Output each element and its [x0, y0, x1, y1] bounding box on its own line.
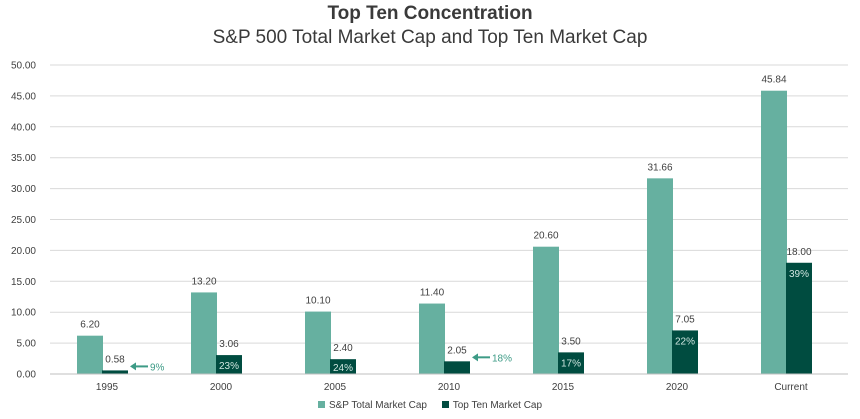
share-label: 22% — [675, 336, 695, 347]
y-tick-label: 35.00 — [11, 153, 36, 164]
legend-swatch-total — [317, 401, 325, 408]
bar-total — [761, 90, 787, 374]
bar-total — [77, 335, 103, 374]
share-label: 23% — [219, 361, 239, 372]
y-tick-label: 50.00 — [11, 61, 36, 72]
legend-item-topten: Top Ten Market Cap — [441, 400, 543, 411]
y-tick-label: 0.00 — [17, 370, 37, 381]
data-label-topten: 7.05 — [675, 314, 695, 325]
data-label-total: 20.60 — [533, 231, 558, 242]
y-tick-label: 10.00 — [11, 308, 36, 319]
y-tick-label: 25.00 — [11, 215, 36, 226]
data-label-topten: 2.40 — [333, 343, 353, 354]
share-label: 39% — [789, 269, 809, 280]
data-label-topten: 18.00 — [786, 247, 811, 258]
x-tick-label: 2015 — [552, 382, 575, 393]
y-tick-label: 5.00 — [17, 339, 37, 350]
x-tick-label: 2020 — [666, 382, 689, 393]
bar-total — [647, 178, 673, 374]
bar-topten — [102, 370, 128, 374]
bar-total — [533, 246, 559, 374]
y-tick-label: 40.00 — [11, 122, 36, 133]
y-tick-label: 15.00 — [11, 277, 36, 288]
data-label-total: 45.84 — [761, 75, 786, 86]
bar-total — [305, 311, 331, 374]
bar-total — [419, 303, 445, 374]
data-label-topten: 3.06 — [219, 339, 239, 350]
legend-swatch-topten — [441, 401, 449, 408]
share-arrow-head — [472, 353, 478, 362]
data-label-total: 10.10 — [305, 296, 330, 307]
bar-topten — [672, 330, 698, 374]
data-label-topten: 2.05 — [447, 345, 467, 356]
bar-topten — [444, 361, 470, 374]
x-tick-label: 2010 — [438, 382, 461, 393]
y-tick-label: 45.00 — [11, 91, 36, 102]
data-label-topten: 0.58 — [105, 354, 125, 365]
share-label: 24% — [333, 363, 353, 374]
x-tick-label: 1995 — [96, 382, 119, 393]
chart-subtitle: S&P 500 Total Market Cap and Top Ten Mar… — [212, 27, 648, 48]
share-label: 17% — [561, 358, 581, 369]
legend-item-total: S&P Total Market Cap — [317, 400, 427, 411]
data-label-total: 31.66 — [647, 162, 672, 173]
bar-total — [191, 292, 217, 374]
legend-label-topten: Top Ten Market Cap — [452, 400, 543, 411]
x-tick-label: Current — [774, 382, 808, 393]
bar-topten — [216, 355, 242, 374]
x-tick-label: 2000 — [210, 382, 233, 393]
data-label-total: 6.20 — [80, 320, 100, 331]
bar-topten — [786, 262, 812, 374]
chart-title: Top Ten Concentration — [327, 3, 533, 24]
share-label: 9% — [150, 362, 165, 373]
bar-topten — [558, 352, 584, 374]
y-tick-label: 20.00 — [11, 246, 36, 257]
data-label-total: 11.40 — [420, 288, 445, 299]
share-arrow-head — [130, 362, 136, 371]
chart-legend: S&P Total Market Cap Top Ten Market Cap — [0, 400, 860, 411]
y-tick-label: 30.00 — [11, 184, 36, 195]
bar-topten — [330, 359, 356, 374]
data-label-topten: 3.50 — [561, 336, 581, 347]
data-label-total: 13.20 — [191, 276, 216, 287]
share-label: 18% — [492, 353, 512, 364]
legend-label-total: S&P Total Market Cap — [328, 400, 427, 411]
x-tick-label: 2005 — [324, 382, 347, 393]
